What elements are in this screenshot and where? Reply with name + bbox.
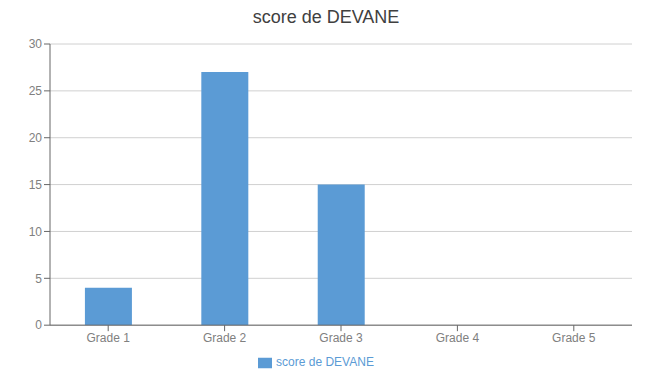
svg-text:Grade 2: Grade 2 (203, 331, 247, 345)
svg-text:Grade 5: Grade 5 (552, 331, 596, 345)
svg-text:30: 30 (29, 37, 43, 51)
svg-text:25: 25 (29, 84, 43, 98)
html-text:score de DEVANE: score de DEVANE (252, 7, 400, 27)
svg-text:15: 15 (29, 178, 43, 192)
svg-text:Grade 3: Grade 3 (319, 331, 363, 345)
svg-text:Grade 1: Grade 1 (87, 331, 131, 345)
svg-text:20: 20 (29, 131, 43, 145)
svg-text:Grade 4: Grade 4 (436, 331, 480, 345)
html-text:score de DEVANE: score de DEVANE (276, 355, 374, 370)
svg-text:0: 0 (35, 318, 42, 332)
svg-text:5: 5 (35, 272, 42, 286)
svg-text:10: 10 (29, 225, 43, 239)
